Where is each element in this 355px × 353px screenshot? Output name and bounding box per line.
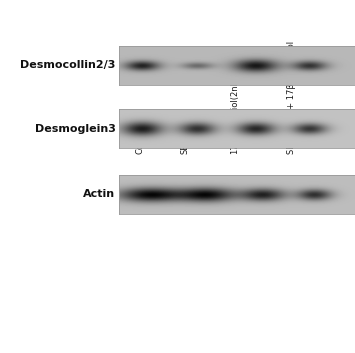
Text: Con: Con [136,137,145,154]
Text: Desmoglein3: Desmoglein3 [34,124,115,134]
Text: SERCA2-si: SERCA2-si [180,111,189,154]
Text: Actin: Actin [83,189,115,199]
Text: 17β-estradiol(2nM): 17β-estradiol(2nM) [230,73,239,154]
Text: Desmocollin2/3: Desmocollin2/3 [20,60,115,70]
Text: SERCA2-si + 17β -estradiol: SERCA2-si + 17β -estradiol [286,41,296,154]
